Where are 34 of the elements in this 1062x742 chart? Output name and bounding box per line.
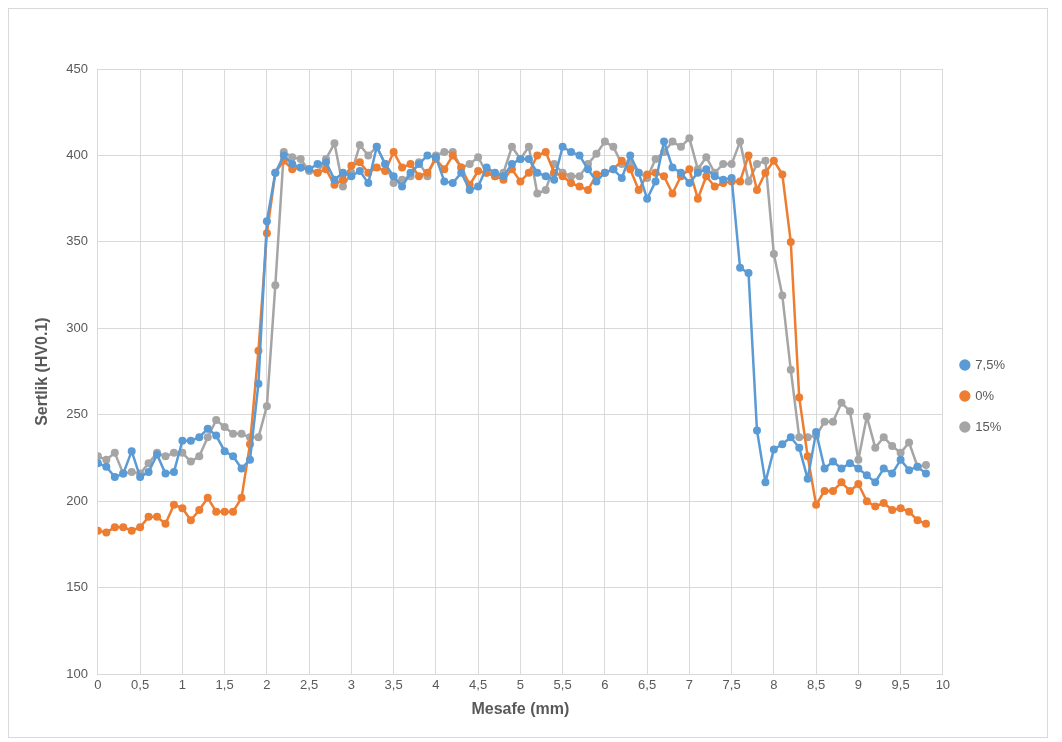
x-axis-title: Mesafe (mm) (471, 699, 570, 717)
x-tick-label: 1 (178, 676, 187, 692)
x-tick-label: 6 (601, 676, 609, 692)
x-tick-label: 9,5 (891, 676, 910, 692)
y-tick-label: 400 (66, 147, 88, 163)
x-tick-label: 4 (432, 676, 440, 692)
legend-label: 0% (975, 387, 995, 403)
y-tick-label: 100 (66, 665, 88, 681)
x-tick-label: 9 (854, 676, 862, 692)
x-tick-label: 0,5 (131, 676, 150, 692)
legend-label: 15% (975, 418, 1002, 434)
y-tick-label: 250 (66, 406, 88, 422)
y-tick-label: 300 (66, 319, 88, 335)
y-axis-title: Sertlik (HV0.1) (33, 317, 51, 426)
x-tick-label: 3 (347, 676, 355, 692)
legend-label: 7,5% (975, 356, 1006, 372)
x-tick-label: 7 (685, 676, 693, 692)
x-tick-label: 7,5 (722, 676, 741, 692)
x-tick-label: 6,5 (638, 676, 657, 692)
y-tick-label: 350 (66, 233, 88, 249)
y-tick-label: 150 (66, 579, 88, 595)
x-tick-label: 4,5 (469, 676, 488, 692)
x-tick-label: 2,5 (300, 676, 319, 692)
y-tick-label: 450 (66, 60, 88, 76)
x-tick-label: 8 (770, 676, 778, 692)
x-tick-label: 8,5 (807, 676, 826, 692)
x-tick-label: 10 (935, 676, 951, 692)
x-tick-label: 3,5 (384, 676, 403, 692)
x-tick-label: 0 (94, 676, 102, 692)
x-tick-label: 5,5 (553, 676, 572, 692)
x-tick-label: 5 (516, 676, 524, 692)
x-tick-label: 1,5 (215, 676, 234, 692)
x-tick-label: 2 (263, 676, 271, 692)
y-tick-label: 200 (66, 492, 88, 508)
